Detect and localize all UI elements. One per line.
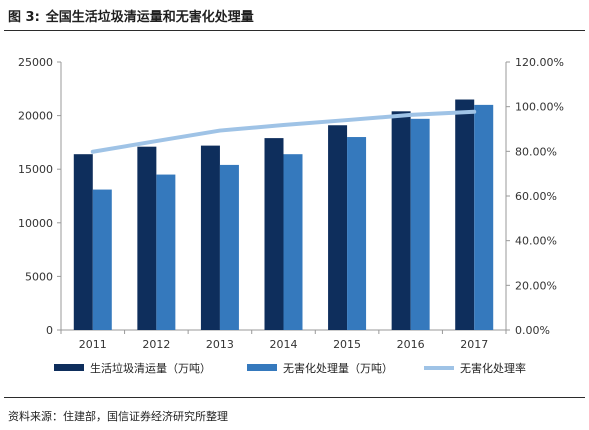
legend-label: 生活垃圾清运量（万吨） xyxy=(90,361,211,375)
x-tick-label: 2013 xyxy=(206,338,234,351)
legend: 生活垃圾清运量（万吨） 无害化处理量（万吨） 无害化处理率 xyxy=(54,361,526,375)
y-left-tick-label: 20000 xyxy=(18,110,53,123)
axes: 0 5000 10000 15000 20000 25000 0.00% 20.00% 40.0… xyxy=(18,56,564,351)
top-rule xyxy=(4,30,585,31)
bar-collection xyxy=(137,146,157,330)
bars xyxy=(73,99,494,331)
bar-collection xyxy=(391,111,411,330)
y-left-tick-label: 0 xyxy=(46,324,53,337)
y-left-tick-label: 25000 xyxy=(18,56,53,69)
bar-collection xyxy=(264,138,284,330)
bar-collection xyxy=(455,99,475,331)
bottom-rule xyxy=(4,397,585,398)
legend-item-collection: 生活垃圾清运量（万吨） xyxy=(54,361,211,375)
x-tick-label: 2017 xyxy=(460,338,488,351)
figure-number: 图 3: xyxy=(8,10,40,25)
x-tick-label: 2012 xyxy=(142,338,170,351)
bar-treatment xyxy=(474,104,494,330)
y-left-tick-label: 5000 xyxy=(25,270,53,283)
figure-header: 图 3: 全国生活垃圾清运量和无害化处理量 xyxy=(0,0,589,32)
bar-collection xyxy=(328,125,348,330)
y-right-tick-label: 120.00% xyxy=(515,56,564,69)
y-left-tick-label: 15000 xyxy=(18,163,53,176)
legend-item-treatment: 无害化处理量（万吨） xyxy=(247,361,393,375)
figure-title: 图 3: 全国生活垃圾清运量和无害化处理量 xyxy=(8,6,254,25)
bar-collection xyxy=(73,154,93,330)
y-left-tick-label: 10000 xyxy=(18,217,53,230)
bar-treatment xyxy=(156,174,176,330)
legend-label: 无害化处理量（万吨） xyxy=(283,361,393,375)
legend-item-rate: 无害化处理率 xyxy=(424,361,526,375)
bar-treatment xyxy=(219,164,239,330)
y-right-tick-label: 80.00% xyxy=(515,145,557,158)
bar-collection xyxy=(200,145,220,330)
figure-title-text: 全国生活垃圾清运量和无害化处理量 xyxy=(45,10,254,25)
legend-label: 无害化处理率 xyxy=(460,361,526,375)
x-tick-label: 2014 xyxy=(270,338,298,351)
legend-swatch xyxy=(247,364,277,371)
y-right-tick-label: 60.00% xyxy=(515,190,557,203)
y-right-tick-label: 0.00% xyxy=(515,324,550,337)
line-series xyxy=(90,109,477,154)
bar-treatment xyxy=(92,189,112,330)
bar-treatment xyxy=(283,154,303,330)
y-right-tick-label: 40.00% xyxy=(515,235,557,248)
y-right-tick-label: 20.00% xyxy=(515,279,557,292)
bar-treatment xyxy=(410,118,430,330)
bar-treatment xyxy=(347,137,367,330)
y-right-tick-label: 100.00% xyxy=(515,101,564,114)
legend-swatch xyxy=(54,364,84,371)
line-treatment-rate xyxy=(90,109,477,154)
chart: 0 5000 10000 15000 20000 25000 0.00% 20.00% 40.0… xyxy=(18,56,564,375)
source-note: 资料来源：住建部，国信证券经济研究所整理 xyxy=(8,410,228,423)
x-tick-label: 2011 xyxy=(79,338,107,351)
x-tick-label: 2015 xyxy=(333,338,361,351)
x-tick-label: 2016 xyxy=(397,338,425,351)
